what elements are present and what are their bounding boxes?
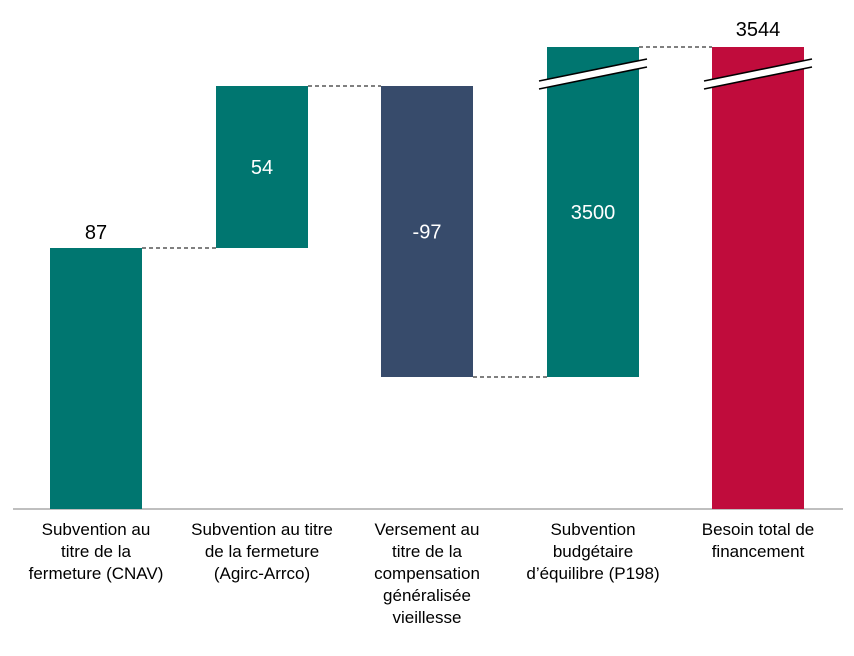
category-label-line: financement (711, 542, 805, 561)
category-label-2: Subvention au titre de la fermeture (Agirc… (182, 519, 342, 585)
category-label-line: de la fermeture (204, 542, 320, 561)
axis-break-line (538, 58, 648, 82)
category-label-line: d’équilibre (P198) (526, 564, 660, 583)
category-label-3: Versement au titre de la compensation génér… (347, 519, 507, 629)
category-label-line: titre de la (61, 542, 131, 561)
category-label-line: Besoin total de (701, 520, 815, 539)
category-label-line: Subvention au titre (191, 520, 333, 539)
data-label-4: 3500 (571, 202, 616, 224)
category-label-line: budgétaire (552, 542, 634, 561)
bar-2 (216, 86, 308, 248)
category-label-line: fermeture (CNAV) (28, 564, 164, 583)
data-label-1: 87 (85, 222, 107, 244)
category-label-line: Subvention (550, 520, 636, 539)
axis-break-line (703, 66, 813, 90)
data-label-5: 3544 (736, 19, 781, 41)
axis-break-line (703, 58, 813, 82)
axis-break-gap (704, 59, 812, 89)
category-label-line: compensation (374, 564, 480, 583)
category-label-line: titre de la (392, 542, 462, 561)
bar-4 (547, 47, 639, 377)
category-label-line: Versement au (374, 520, 480, 539)
data-label-3: -97 (413, 222, 442, 244)
axis-break-gap (539, 59, 647, 89)
category-label-4: Subvention budgétaire d’équilibre (P198) (513, 519, 673, 585)
category-label-line: Subvention au (41, 520, 151, 539)
data-label-2: 54 (251, 157, 273, 179)
axis-break-line (538, 66, 648, 90)
bar-3 (381, 86, 473, 377)
category-label-line: généralisée (383, 586, 471, 605)
category-label-1: Subvention au titre de la fermeture (CNAV) (16, 519, 176, 585)
bar-5 (712, 47, 804, 509)
category-label-line: (Agirc-Arrco) (213, 564, 311, 583)
category-label-line: vieillesse (392, 608, 462, 627)
category-label-5: Besoin total de financement (678, 519, 838, 563)
bar-1 (50, 248, 142, 509)
